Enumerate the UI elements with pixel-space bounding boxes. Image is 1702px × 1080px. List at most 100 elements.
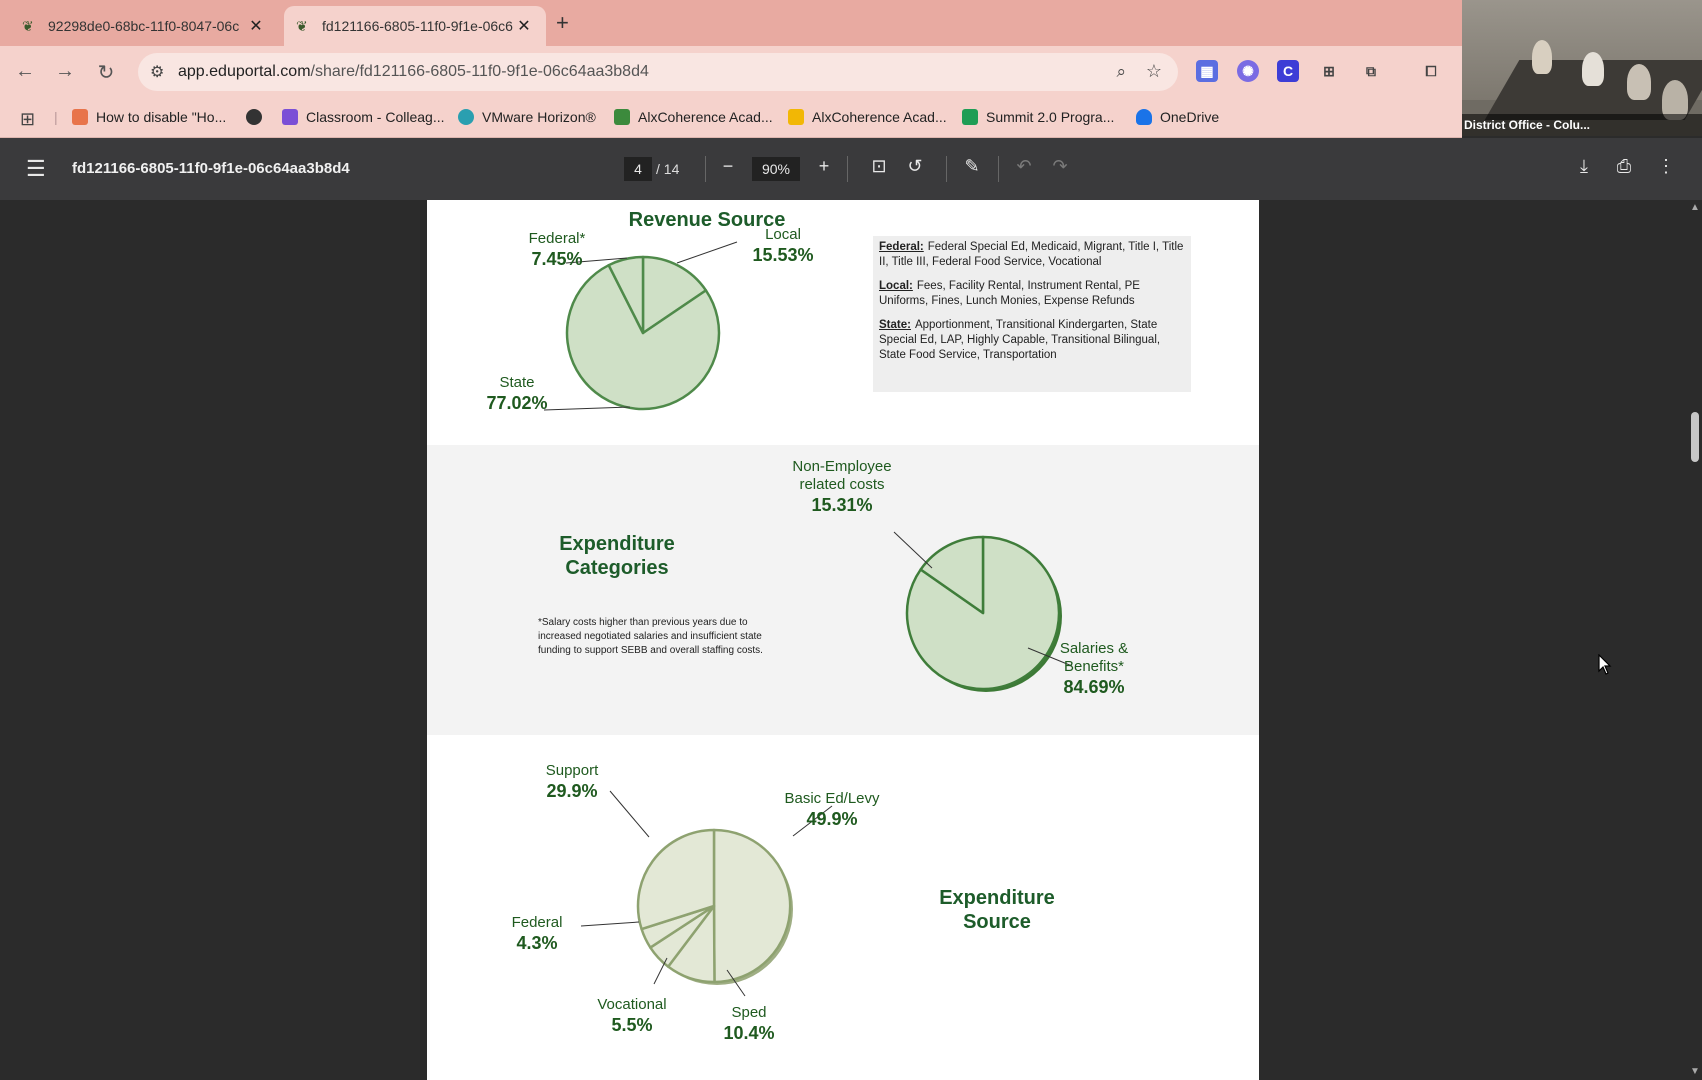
zoom-in-icon[interactable]: +: [818, 156, 830, 176]
tab-title: 92298de0-68bc-11f0-8047-06c: [48, 18, 240, 34]
bookmark-4[interactable]: VMware Horizon®: [458, 109, 596, 125]
toolbar-divider: [847, 156, 848, 182]
leaf-favicon-icon: ❦: [296, 18, 308, 34]
puzzle-extensions-icon[interactable]: ⧉: [1366, 63, 1376, 79]
toolbar-divider: [998, 156, 999, 182]
annotate-icon[interactable]: ✎: [964, 156, 980, 176]
salary-footnote: *Salary costs higher than previous years…: [538, 617, 763, 656]
leader-line: [893, 531, 933, 569]
pdf-page: Revenue Source Federal* 7.45% Local 15.53%…: [427, 200, 1259, 1080]
leader-line: [792, 805, 833, 837]
tab-strip: ❦ 92298de0-68bc-11f0-8047-06c ✕ ❦ fd1211…: [0, 0, 1702, 46]
bookmark-2[interactable]: [246, 109, 270, 125]
leader-line: [726, 969, 746, 997]
label-federal-revenue: Federal* 7.45%: [528, 230, 586, 269]
bookmark-6[interactable]: AlxCoherence Acad...: [788, 109, 947, 125]
scroll-down-icon[interactable]: ▼: [1690, 1066, 1700, 1077]
scrollbar-thumb[interactable]: [1691, 412, 1699, 462]
address-bar[interactable]: ⚙ app.eduportal.com/share/fd121166-6805-…: [138, 53, 1178, 91]
more-options-icon[interactable]: ⋮: [1657, 156, 1675, 176]
revenue-legend-box: Federal: Federal Special Ed, Medicaid, Mi…: [873, 236, 1191, 392]
bookmark-3[interactable]: Classroom - Colleag...: [282, 109, 445, 125]
expenditure-source-pie: [636, 828, 793, 985]
menu-icon[interactable]: ☰: [26, 156, 46, 181]
leader-line: [676, 241, 738, 264]
zoom-icon[interactable]: ⌕: [1116, 62, 1126, 81]
bookmark-star-icon[interactable]: ☆: [1145, 61, 1162, 81]
label-salaries-benefits: Salaries & Benefits* 84.69%: [1059, 640, 1129, 697]
tab-2-active[interactable]: ❦ fd121166-6805-11f0-9f1e-06c6 ✕: [284, 6, 546, 46]
pie-slice-local: [641, 255, 708, 335]
pdf-toolbar: ☰ fd121166-6805-11f0-9f1e-06c64aa3b8d4 4…: [0, 138, 1702, 200]
print-icon[interactable]: ⎙: [1616, 156, 1632, 176]
fit-page-icon[interactable]: ⊡: [871, 156, 887, 176]
expenditure-categories-title: Expenditure Categories: [559, 533, 675, 579]
qr-extension-icon[interactable]: ⊞: [1323, 63, 1335, 79]
legend-federal: Federal: Federal Special Ed, Medicaid, Mi…: [879, 241, 1184, 268]
video-person: [1662, 80, 1688, 120]
vertical-scrollbar[interactable]: ▲ ▼: [1688, 200, 1702, 1080]
bookmark-1[interactable]: How to disable "Ho...: [72, 109, 226, 125]
pdf-viewport[interactable]: Revenue Source Federal* 7.45% Local 15.53%…: [0, 200, 1702, 1080]
c-extension-icon[interactable]: C: [1277, 60, 1299, 82]
bookmark-favicon-icon: [282, 109, 298, 125]
label-basic-ed-levy: Basic Ed/Levy 49.9%: [784, 790, 880, 829]
label-support: Support 29.9%: [545, 762, 599, 801]
toolbar-divider: [946, 156, 947, 182]
pdf-filename: fd121166-6805-11f0-9f1e-06c64aa3b8d4: [72, 160, 350, 177]
pie-slice-federal: [607, 255, 645, 335]
toolbar-divider: [705, 156, 706, 182]
leader-line: [543, 406, 631, 411]
cloud-icon: [1136, 109, 1152, 125]
undo-icon[interactable]: ↶: [1016, 156, 1032, 176]
pie-slice-state: [565, 263, 721, 411]
label-vocational: Vocational 5.5%: [597, 996, 667, 1035]
gear-extension-icon[interactable]: ✺: [1237, 60, 1259, 82]
video-person: [1627, 64, 1651, 100]
label-sped: Sped 10.4%: [723, 1004, 775, 1043]
forward-icon[interactable]: →: [55, 60, 75, 82]
label-state-revenue: State 77.02%: [486, 374, 548, 413]
expenditure-categories-band: [427, 445, 1259, 735]
url-text[interactable]: app.eduportal.com/share/fd121166-6805-11…: [178, 63, 649, 80]
reload-icon[interactable]: ↻: [97, 62, 115, 84]
mouse-cursor-icon: [1598, 654, 1612, 675]
browser-toolbar: ← → ↻ ⚙ app.eduportal.com/share/fd121166…: [0, 46, 1462, 98]
back-icon[interactable]: ←: [15, 60, 35, 82]
zoom-out-icon[interactable]: −: [722, 156, 734, 176]
bookmark-7[interactable]: Summit 2.0 Progra...: [962, 109, 1114, 125]
drive-icon: [614, 109, 630, 125]
close-tab-icon[interactable]: ✕: [517, 18, 531, 35]
new-tab-button[interactable]: +: [556, 10, 569, 35]
charts-canvas: [543, 241, 1073, 997]
page-number-input[interactable]: 4: [624, 157, 652, 181]
grid-extension-icon[interactable]: ▦: [1196, 60, 1218, 82]
bookmark-favicon-icon: [458, 109, 474, 125]
label-local-revenue: Local 15.53%: [752, 226, 814, 265]
revenue-source-title: Revenue Source: [628, 209, 786, 231]
video-person: [1532, 40, 1552, 74]
close-tab-icon[interactable]: ✕: [249, 18, 263, 35]
site-settings-icon[interactable]: ⚙: [150, 64, 165, 81]
page-total: / 14: [656, 161, 680, 177]
bookmark-8[interactable]: OneDrive: [1136, 109, 1219, 125]
download-icon[interactable]: ⤓: [1580, 156, 1588, 176]
bookmark-5[interactable]: AlxCoherence Acad...: [614, 109, 773, 125]
globe-icon: [246, 109, 262, 125]
scroll-up-icon[interactable]: ▲: [1690, 202, 1700, 213]
bookmarks-divider: |: [54, 109, 58, 125]
legend-state: State: Apportionment, Transitional Kinder…: [879, 319, 1161, 361]
pie-slice-non-employee-related-costs: [919, 535, 985, 615]
apps-grid-icon[interactable]: ⊞: [20, 109, 36, 129]
leader-line: [653, 957, 668, 985]
rotate-icon[interactable]: ↺: [907, 156, 923, 176]
tab-search-icon[interactable]: ⧠: [1425, 63, 1437, 79]
tab-title: fd121166-6805-11f0-9f1e-06c6: [322, 18, 513, 34]
bookmarks-bar: ⊞ | How to disable "Ho... Classroom - Co…: [0, 98, 1462, 138]
leader-line: [580, 921, 640, 927]
redo-icon[interactable]: ↷: [1052, 156, 1068, 176]
video-call-thumbnail[interactable]: District Office - Colu...: [1462, 0, 1702, 136]
expenditure-source-title: Expenditure Source: [939, 887, 1055, 933]
zoom-level-input[interactable]: 90%: [752, 157, 800, 181]
tab-1[interactable]: ❦ 92298de0-68bc-11f0-8047-06c ✕: [10, 6, 278, 46]
